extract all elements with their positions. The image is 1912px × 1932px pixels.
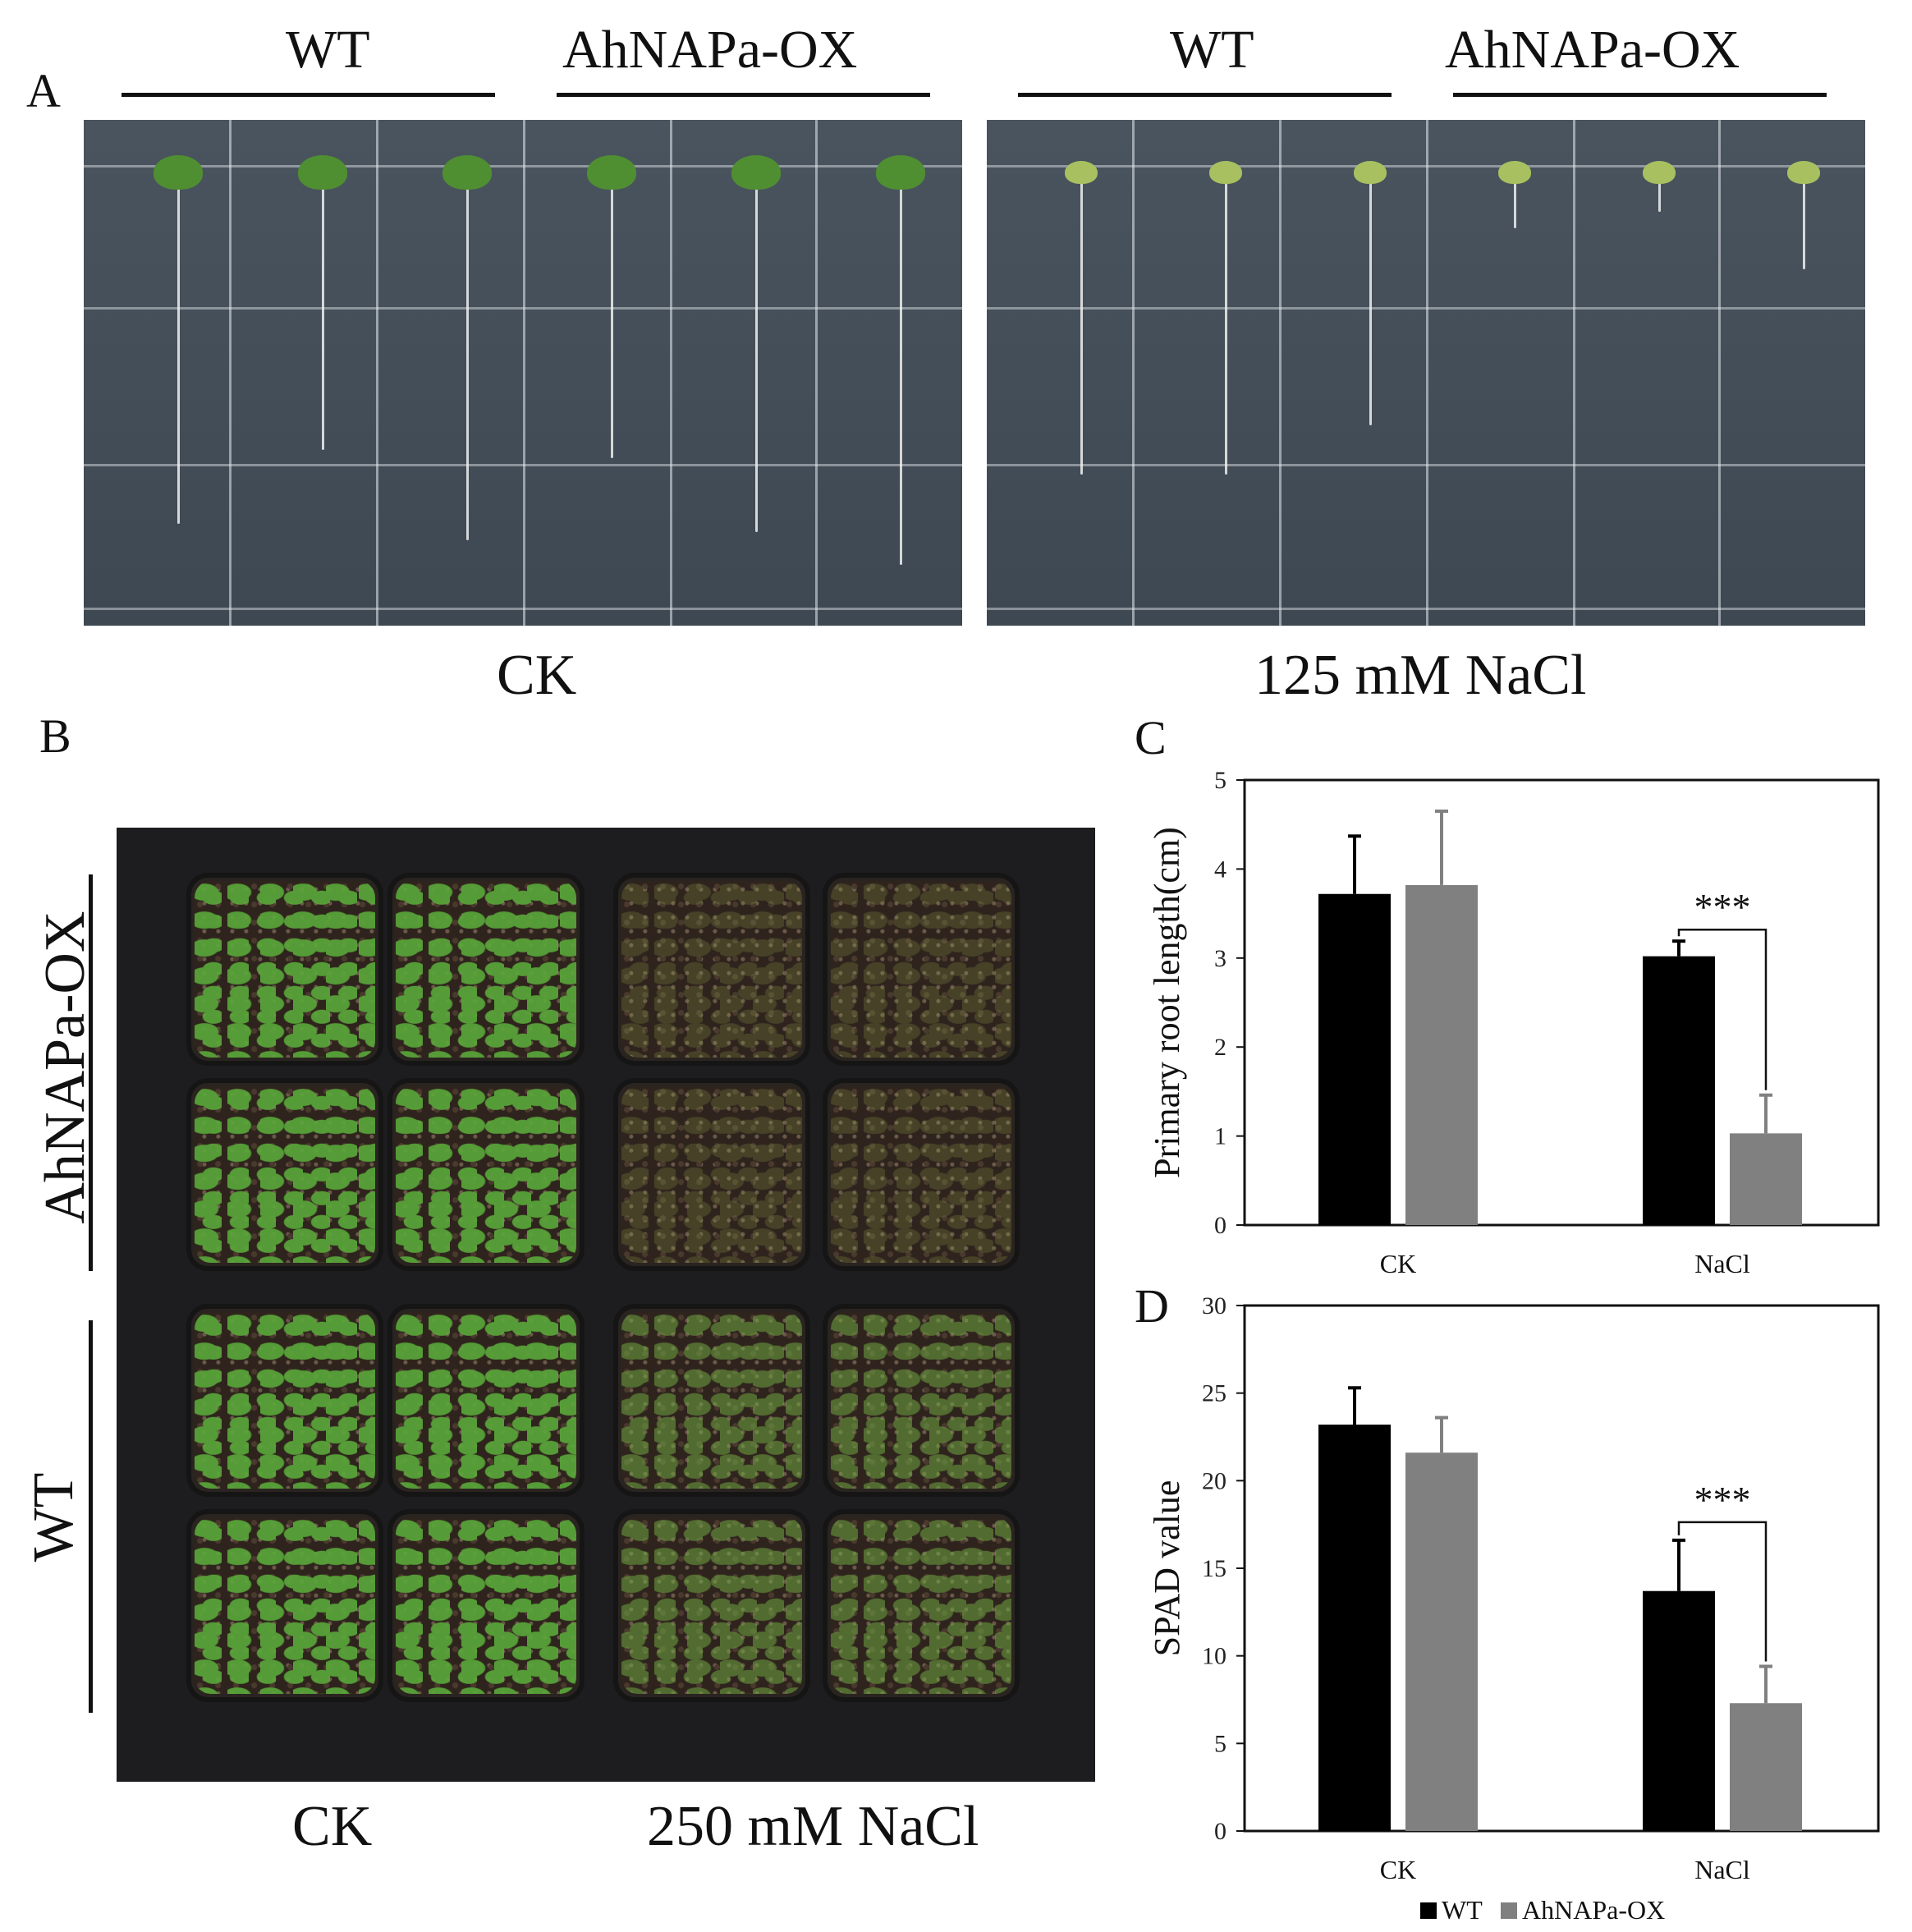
plate-grid-line: [523, 120, 525, 626]
panel-a-right-ox-bracket: [1453, 93, 1827, 97]
panel-d-spad-chart: 0 5 10 15 20 25 30 SPAD value CK NaCl *** WT AhNAPa-…: [1147, 1292, 1880, 1925]
plate-grid-line: [1131, 120, 1135, 626]
panel-a-letter: A: [26, 64, 61, 117]
plate-grid-line: [1279, 120, 1282, 626]
plant-pot: [823, 1509, 1020, 1702]
plant-pot: [387, 873, 585, 1066]
panel-b-potted-plants-photo: [117, 828, 1095, 1782]
plant-pot: [823, 1078, 1020, 1271]
y-tick-label: 5: [1214, 1730, 1227, 1757]
x-category-label: NaCl: [1694, 1855, 1750, 1884]
panel-c-root-length-chart: 0 1 2 3 4 5 Primary root length(cm) CK NaCl ***: [1147, 767, 1880, 1278]
plot-frame: [1243, 778, 1880, 1227]
plate-grid-line: [84, 463, 962, 466]
bar-ahnapa-ox-nacl: [1730, 1703, 1802, 1831]
plant-pot: [186, 1304, 383, 1497]
y-tick-label: 25: [1202, 1380, 1227, 1407]
bar-ahnapa-ox-nacl: [1730, 1133, 1802, 1225]
plate-grid-line: [376, 120, 379, 626]
y-tick-label: 0: [1214, 1212, 1227, 1239]
panel-a-ck-seedling-photo: [84, 120, 962, 626]
legend-swatch: [1420, 1902, 1437, 1919]
y-tick-label: 0: [1214, 1818, 1227, 1845]
legend-swatch: [1501, 1902, 1517, 1919]
y-tick-label: 2: [1214, 1034, 1227, 1061]
panel-b-nacl-label: 250 mM NaCl: [647, 1795, 979, 1858]
bar-wt-ck: [1318, 893, 1391, 1225]
plate-grid-line: [1572, 120, 1575, 626]
panel-a-right-ox-label: AhNAPa-OX: [1445, 20, 1740, 80]
y-tick-label: 3: [1214, 945, 1227, 972]
plate-grid-line: [987, 165, 1865, 168]
plate-grid-line: [987, 306, 1865, 310]
plant-pot: [613, 1078, 810, 1271]
panel-b-ox-bracket: [89, 874, 93, 1271]
panel-d-letter: D: [1135, 1279, 1169, 1333]
legend-label: WT: [1442, 1895, 1483, 1925]
y-tick-label: 10: [1202, 1643, 1227, 1670]
plant-pot: [186, 1509, 383, 1702]
plant-pot: [387, 1304, 585, 1497]
panel-a-left-ox-bracket: [557, 93, 930, 97]
y-axis-label: Primary root length(cm): [1147, 827, 1187, 1178]
plate-grid-line: [228, 120, 232, 626]
plant-pot: [613, 873, 810, 1066]
plant-pot: [613, 1509, 810, 1702]
plant-pot: [387, 1078, 585, 1271]
panel-b-wt-bracket: [89, 1320, 93, 1713]
plate-grid-line: [987, 463, 1865, 466]
panel-b-letter: B: [39, 709, 71, 763]
y-tick-label: 1: [1214, 1123, 1227, 1150]
significance-stars: ***: [1694, 1479, 1751, 1521]
plant-pot: [823, 873, 1020, 1066]
plate-grid-line: [987, 608, 1865, 611]
plant-pot: [387, 1509, 585, 1702]
plate-grid-line: [84, 165, 962, 168]
panel-a-left-ox-label: AhNAPa-OX: [562, 20, 858, 80]
panel-a-left-wt-bracket: [122, 93, 495, 97]
y-tick-label: 5: [1214, 767, 1227, 794]
plate-grid-line: [669, 120, 672, 626]
plate-grid-line: [84, 608, 962, 611]
plate-grid-line: [815, 120, 818, 626]
bar-ahnapa-ox-ck: [1405, 884, 1478, 1225]
panel-a-right-wt-bracket: [1018, 93, 1392, 97]
panel-a-right-wt-label: WT: [1170, 20, 1254, 80]
panel-a-nacl-condition-label: 125 mM NaCl: [1254, 644, 1587, 707]
panel-c-letter: C: [1135, 711, 1167, 764]
x-category-label: CK: [1380, 1855, 1416, 1884]
plant-pot: [186, 1078, 383, 1271]
y-tick-label: 15: [1202, 1555, 1227, 1582]
bar-wt-ck: [1318, 1425, 1391, 1831]
legend-label: AhNAPa-OX: [1522, 1895, 1665, 1925]
plate-grid-line: [1718, 120, 1722, 626]
y-tick-label: 20: [1202, 1467, 1227, 1494]
significance-stars: ***: [1694, 886, 1751, 928]
bar-wt-nacl: [1643, 1590, 1715, 1831]
significance-bracket: [1677, 928, 1768, 1090]
x-category-label: CK: [1380, 1249, 1416, 1278]
panel-a-left-wt-label: WT: [286, 20, 370, 80]
y-tick-label: 4: [1214, 856, 1227, 883]
bar-ahnapa-ox-ck: [1405, 1452, 1478, 1831]
y-axis-label: SPAD value: [1147, 1480, 1187, 1657]
x-category-label: NaCl: [1694, 1249, 1750, 1278]
panel-a-ck-condition-label: CK: [497, 644, 577, 707]
plant-pot: [613, 1304, 810, 1497]
panel-b-wt-row-label: WT: [22, 1472, 85, 1563]
plant-pot: [823, 1304, 1020, 1497]
plate-grid-line: [84, 306, 962, 310]
panel-b-ck-label: CK: [292, 1795, 373, 1858]
panel-a-nacl-seedling-photo: [987, 120, 1865, 626]
bar-wt-nacl: [1643, 956, 1715, 1225]
plant-pot: [186, 873, 383, 1066]
panel-b-ox-row-label: AhNAPa-OX: [34, 911, 97, 1224]
y-tick-label: 30: [1202, 1292, 1227, 1319]
plate-grid-line: [1426, 120, 1428, 626]
significance-bracket: [1677, 1521, 1768, 1662]
